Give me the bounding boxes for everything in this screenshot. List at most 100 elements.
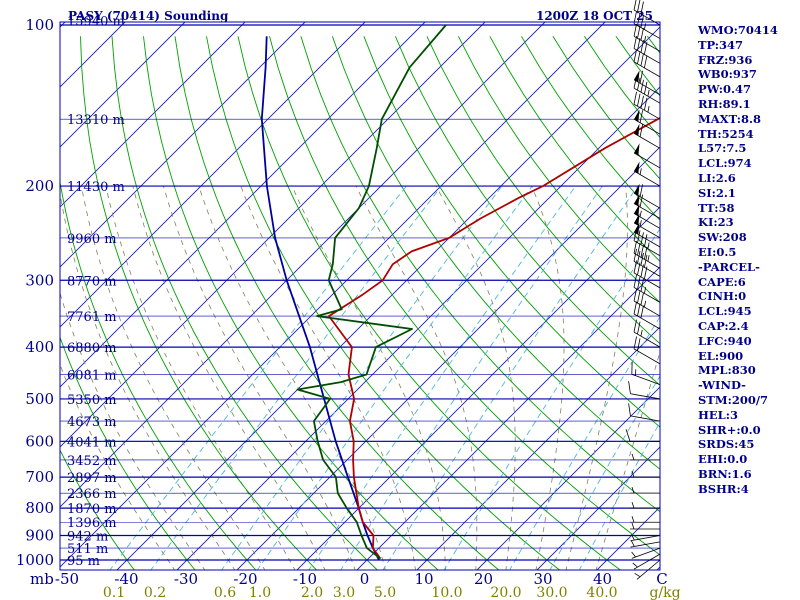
pressure-label: 100 — [25, 16, 54, 34]
temperature-tick: 30 — [533, 570, 552, 588]
wind-barb — [633, 123, 661, 149]
wind-barb — [633, 49, 661, 78]
height-label: 13310 m — [67, 113, 125, 128]
dry-adiabat — [111, 36, 378, 570]
moist-adiabat — [565, 186, 628, 570]
wind-barb — [631, 547, 661, 559]
moist-adiabat — [60, 291, 206, 570]
height-label: 11430 m — [67, 180, 125, 195]
mixing-ratio-line — [221, 185, 503, 570]
temperature-tick: -20 — [233, 570, 257, 588]
wind-barb — [633, 183, 661, 209]
height-label: 2366 m — [67, 487, 117, 502]
temperature-tick: -40 — [114, 570, 138, 588]
moist-adiabat — [531, 185, 565, 570]
mixing-ratio-tick: 10.0 — [431, 585, 462, 600]
height-label: 1870 m — [67, 502, 117, 517]
indices-panel: WMO:70414 TP:347 FRZ:936 WB0:937 PW:0.47 RH:8… — [698, 23, 798, 497]
index-row: LCL:974 — [698, 156, 752, 171]
pressure-label: 200 — [25, 177, 54, 195]
index-row: TT:58 — [698, 200, 735, 215]
temperature-tick: -10 — [293, 570, 317, 588]
mixing-ratio-tick: 20.0 — [490, 585, 521, 600]
index-row: CAP:2.4 — [698, 318, 749, 333]
index-row: STM:200/7 — [698, 392, 769, 407]
index-row: LFC:940 — [698, 333, 752, 348]
dry-adiabat — [80, 36, 318, 570]
wind-barb — [633, 336, 661, 365]
wind-barb — [633, 23, 661, 52]
height-label: 95 m — [67, 554, 100, 569]
moist-adiabat — [198, 185, 386, 570]
pressure-unit: mb — [30, 570, 54, 588]
index-row: WB0:937 — [698, 67, 757, 82]
wind-barb — [633, 161, 661, 187]
isotherm — [60, 22, 306, 268]
wind-barb — [630, 534, 661, 542]
dry-adiabat — [237, 36, 622, 570]
index-row: RH:89.1 — [698, 96, 751, 111]
isotherm — [476, 386, 660, 570]
dry-adiabat — [394, 36, 660, 386]
dry-adiabat — [457, 36, 660, 304]
wind-barb — [633, 248, 661, 277]
index-row: WMO:70414 — [698, 23, 778, 37]
dry-adiabat — [174, 36, 500, 570]
wind-barb — [630, 516, 660, 523]
wind-barb — [633, 319, 661, 348]
wind-barb — [633, 213, 661, 239]
isotherm — [60, 22, 546, 508]
height-label: 7761 m — [67, 310, 117, 325]
wind-barb — [633, 11, 661, 39]
dry-adiabat — [60, 449, 135, 570]
isotherm — [60, 22, 246, 208]
wind-barb — [633, 35, 661, 64]
pressure-label: 1000 — [16, 551, 54, 569]
isotherm — [60, 22, 426, 388]
index-row: SHR+:0.0 — [698, 422, 761, 437]
chart-title: PASY (70414) Sounding — [68, 9, 229, 23]
pressure-label: 300 — [25, 271, 54, 289]
index-row: KI:23 — [698, 215, 734, 230]
temperature-tick: -50 — [55, 570, 79, 588]
height-label: 6880 m — [67, 341, 117, 356]
wind-barb — [628, 403, 661, 422]
mixing-ratio-line — [382, 185, 639, 570]
moist-adiabat — [435, 185, 516, 570]
index-row: EI:0.5 — [698, 244, 737, 259]
index-row: LI:2.6 — [698, 170, 736, 185]
height-label: 1396 m — [67, 516, 117, 531]
mixing-ratio-line — [443, 228, 660, 570]
index-row: SRDS:45 — [698, 437, 755, 452]
index-row: -WIND- — [698, 378, 746, 393]
mixing-ratio-tick: g/kg — [649, 585, 680, 600]
temperature-tick: C — [656, 570, 667, 588]
dry-adiabat — [143, 36, 439, 570]
height-label: 9960 m — [67, 232, 117, 247]
height-label: 4673 m — [67, 415, 117, 430]
wind-barb — [631, 361, 661, 385]
mixing-ratio-line — [150, 185, 442, 570]
isotherm — [296, 206, 660, 570]
dry-adiabat — [363, 36, 660, 428]
index-row: CINH:0 — [698, 289, 747, 304]
moist-adiabat — [240, 185, 416, 570]
temperature-tick: -30 — [174, 570, 198, 588]
wind-barb — [625, 429, 660, 442]
isotherm — [60, 22, 486, 448]
mixing-ratio-tick: 30.0 — [536, 585, 567, 600]
pressure-label: 800 — [25, 499, 54, 517]
mixing-ratio-line — [256, 185, 533, 570]
wind-barb — [633, 288, 661, 317]
moist-adiabat — [105, 186, 296, 570]
mixing-ratio-tick: 5.0 — [374, 585, 396, 600]
isotherm — [60, 22, 366, 328]
dewpoint-line — [296, 24, 447, 560]
index-row: L57:7.5 — [698, 141, 747, 156]
moist-adiabat — [81, 186, 266, 570]
dry-adiabat — [300, 36, 660, 513]
index-row: MAXT:8.8 — [698, 111, 761, 126]
isotherm — [60, 22, 606, 568]
mixing-ratio-tick: 0.2 — [144, 585, 166, 600]
